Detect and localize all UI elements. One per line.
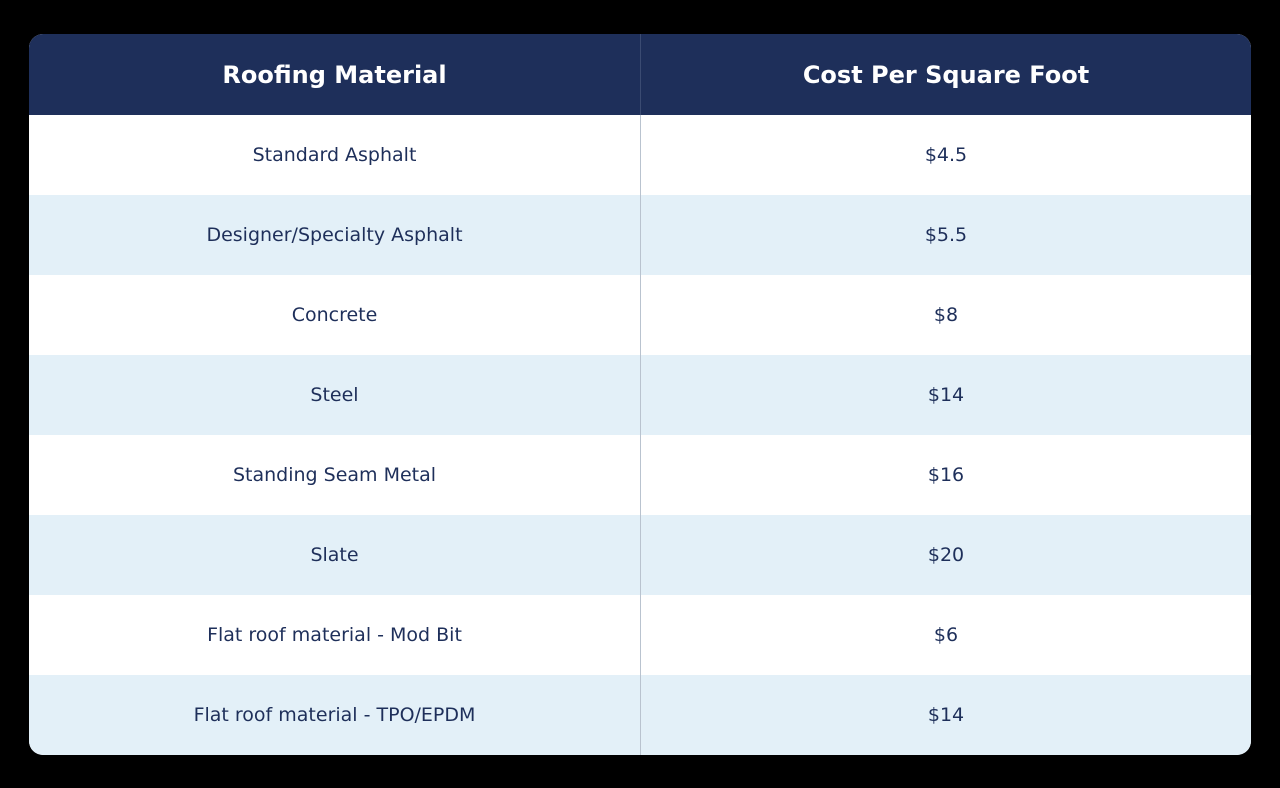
cost-cell: $5.5: [640, 195, 1251, 275]
material-cell: Flat roof material - Mod Bit: [207, 624, 462, 646]
table-row: Flat roof material - Mod Bit $6: [29, 595, 1251, 675]
material-cell: Designer/Specialty Asphalt: [206, 224, 463, 246]
material-cell: Standard Asphalt: [252, 144, 417, 166]
table-row: Designer/Specialty Asphalt $5.5: [29, 195, 1251, 275]
cost-cell: $14: [640, 355, 1251, 435]
material-cell: Steel: [310, 384, 359, 406]
material-cell: Concrete: [291, 304, 378, 326]
cost-cell: $14: [640, 675, 1251, 755]
cost-cell: $20: [640, 515, 1251, 595]
table-row: Standard Asphalt $4.5: [29, 115, 1251, 195]
table-row: Steel $14: [29, 355, 1251, 435]
cost-cell: $6: [640, 595, 1251, 675]
material-cell: Standing Seam Metal: [232, 464, 437, 486]
table-row: Standing Seam Metal $16: [29, 435, 1251, 515]
cost-cell: $8: [640, 275, 1251, 355]
material-cell: Slate: [310, 544, 359, 566]
cost-cell: $16: [640, 435, 1251, 515]
table-row: Slate $20: [29, 515, 1251, 595]
cost-cell: $4.5: [640, 115, 1251, 195]
material-cell: Flat roof material - TPO/EPDM: [193, 704, 476, 726]
header-cell: Roofing Material: [222, 60, 447, 89]
table: Roofing Material Cost Per Square Foot St…: [29, 34, 1251, 755]
table-row: Flat roof material - TPO/EPDM $14: [29, 675, 1251, 755]
table-row: Concrete $8: [29, 275, 1251, 355]
header-row: Roofing Material Cost Per Square Foot: [29, 34, 1251, 115]
header-cell: Cost Per Square Foot: [640, 34, 1251, 115]
